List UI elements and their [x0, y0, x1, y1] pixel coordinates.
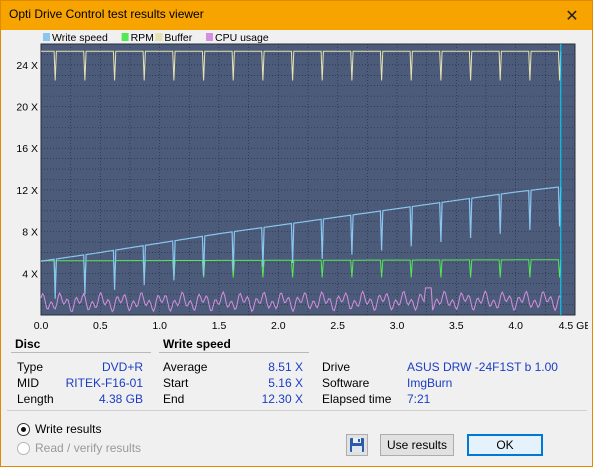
disc-mid-label: MID: [17, 376, 39, 390]
disc-divider: [11, 352, 151, 353]
software-label: Software: [322, 376, 370, 390]
floppy-disk-icon: [350, 438, 364, 452]
radio-unselected-icon: [17, 441, 30, 455]
x-tick-label: 3.5: [449, 320, 464, 331]
y-tick-label: 12 X: [16, 185, 38, 197]
end-value: 12.30 X: [261, 392, 303, 406]
legend-swatch: [206, 33, 213, 41]
results-chart: 0.0 0.5 1.0 1.5 2.0 2.5 3.0 3.5 4.0 4.5 GB 4 X 8 X 1…: [5, 31, 588, 331]
y-tick-label: 4 X: [22, 268, 38, 280]
y-tick-label: 16 X: [16, 143, 38, 155]
legend-swatch: [155, 33, 163, 41]
buffer-line: [41, 50, 562, 81]
end-label: End: [163, 392, 185, 406]
x-tick-label: 4.0: [508, 320, 523, 331]
legend-swatch: [121, 33, 129, 41]
write-speed-header: Write speed: [163, 337, 231, 351]
x-tick-label: 2.5: [330, 320, 345, 331]
x-tick-label: 0.5: [93, 320, 108, 331]
y-tick-label: 20 X: [16, 102, 38, 114]
chart-svg: 0.0 0.5 1.0 1.5 2.0 2.5 3.0 3.5 4.0 4.5 GB 4 X 8 X 1…: [16, 32, 588, 331]
write-speed-line: [40, 186, 562, 299]
rpm-line: [41, 259, 562, 278]
drive-label: Drive: [322, 360, 351, 374]
disc-length-label: Length: [17, 392, 54, 406]
disc-header: Disc: [15, 337, 41, 351]
y-tick-label: 8 X: [22, 227, 38, 239]
software-value: ImgBurn: [407, 376, 453, 390]
disc-mid-value: RITEK-F16-01: [65, 376, 143, 390]
drive-value: ASUS DRW -24F1ST b 1.00: [407, 360, 558, 374]
bottom-separator: [7, 410, 587, 411]
disc-type-value: DVD+R: [101, 360, 143, 374]
x-tick-label: 1.0: [152, 320, 167, 331]
legend-label: CPU usage: [215, 32, 269, 44]
write-speed-divider: [159, 352, 309, 353]
start-label: Start: [163, 376, 189, 390]
start-value: 5.16 X: [268, 376, 303, 390]
ok-button[interactable]: OK: [467, 434, 543, 456]
x-tick-label: 2.0: [271, 320, 286, 331]
average-value: 8.51 X: [268, 360, 303, 374]
close-icon[interactable]: ✕: [565, 7, 579, 25]
x-tick-label: 3.0: [390, 320, 405, 331]
y-tick-label: 24 X: [16, 60, 38, 72]
legend-label: RPM: [131, 32, 154, 44]
title-bar: Opti Drive Control test results viewer ✕: [1, 1, 592, 30]
window-title: Opti Drive Control test results viewer: [9, 7, 204, 21]
x-tick-label: 0.0: [34, 320, 49, 331]
read-verify-radio[interactable]: Read / verify results: [17, 441, 141, 455]
write-results-radio[interactable]: Write results: [17, 422, 101, 436]
x-tick-label: 1.5: [212, 320, 227, 331]
x-tick-label: 4.5 GB: [559, 320, 588, 331]
legend-label: Write speed: [52, 32, 108, 44]
read-verify-label: Read / verify results: [35, 441, 142, 455]
legend-swatch: [43, 33, 50, 41]
legend-label: Buffer: [164, 32, 192, 44]
write-results-label: Write results: [35, 422, 102, 436]
average-label: Average: [163, 360, 208, 374]
elapsed-time-value: 7:21: [407, 392, 431, 406]
use-results-button[interactable]: Use results: [380, 434, 454, 456]
elapsed-time-label: Elapsed time: [322, 392, 392, 406]
disc-type-label: Type: [17, 360, 44, 374]
radio-selected-icon: [17, 422, 30, 436]
save-button[interactable]: [346, 434, 368, 456]
disc-length-value: 4.38 GB: [98, 392, 143, 406]
cpu-usage-line: [40, 287, 562, 313]
